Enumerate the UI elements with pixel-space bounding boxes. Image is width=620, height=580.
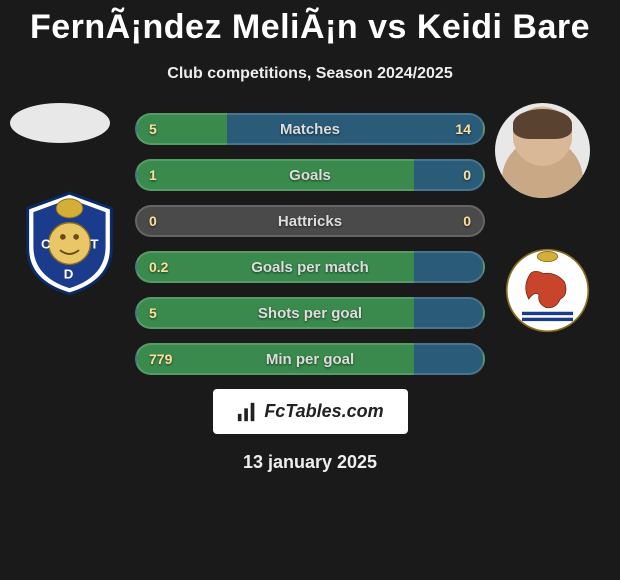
stat-value-right: 0 <box>463 213 471 229</box>
chart-icon <box>236 401 258 423</box>
stat-label: Matches <box>280 121 340 138</box>
stat-value-left: 0.2 <box>149 259 168 275</box>
stat-value-right: 0 <box>463 167 471 183</box>
stat-row: 0 Hattricks 0 <box>135 205 485 237</box>
stat-value-left: 0 <box>149 213 157 229</box>
svg-text:T: T <box>90 236 98 251</box>
stats-list: 5 Matches 14 1 Goals 0 0 Hattricks 0 0.2 Goals per… <box>135 113 485 375</box>
svg-text:D: D <box>64 267 74 282</box>
stat-label: Goals <box>289 167 331 184</box>
stat-row: 1 Goals 0 <box>135 159 485 191</box>
stat-label: Hattricks <box>278 213 342 230</box>
stat-value-left: 779 <box>149 351 172 367</box>
stat-row: 5 Matches 14 <box>135 113 485 145</box>
stat-row: 779 Min per goal <box>135 343 485 375</box>
date-text: 13 january 2025 <box>0 452 620 473</box>
stat-row: 0.2 Goals per match <box>135 251 485 283</box>
player-photo-left <box>10 103 110 143</box>
stat-row: 5 Shots per goal <box>135 297 485 329</box>
club-badge-left: C T D <box>22 191 117 296</box>
stat-value-right: 14 <box>455 121 471 137</box>
subtitle: Club competitions, Season 2024/2025 <box>0 65 620 83</box>
brand-text: FcTables.com <box>264 401 383 422</box>
stat-label: Shots per goal <box>258 305 362 322</box>
comparison-panel: C T D 5 Matches 14 1 Goals 0 0 Hattricks 0 0.2 Goa… <box>0 113 620 473</box>
player-photo-right <box>495 103 590 198</box>
stat-value-left: 5 <box>149 305 157 321</box>
brand-badge: FcTables.com <box>213 389 408 434</box>
stat-value-left: 1 <box>149 167 157 183</box>
svg-text:C: C <box>41 236 51 251</box>
stat-value-left: 5 <box>149 121 157 137</box>
stat-label: Min per goal <box>266 351 354 368</box>
stat-label: Goals per match <box>251 259 369 276</box>
club-badge-right <box>505 248 590 333</box>
page-title: FernÃ¡ndez MeliÃ¡n vs Keidi Bare <box>0 0 620 47</box>
